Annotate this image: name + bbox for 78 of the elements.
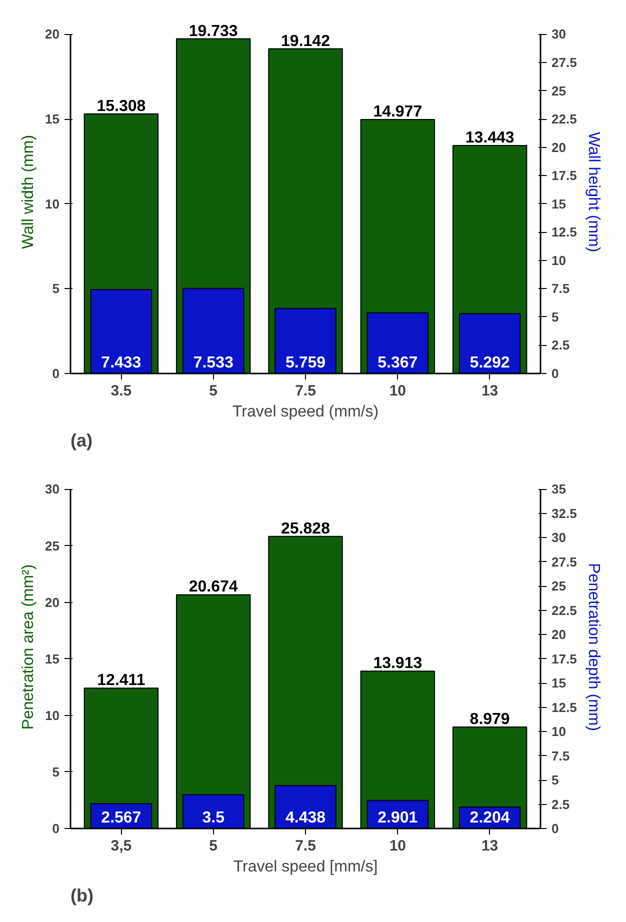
y-tick-label: 5 (52, 281, 60, 296)
y2-tick-label: 7.5 (552, 281, 570, 296)
y2-tick-label: 17.5 (552, 651, 577, 666)
x-axis-title: Travel speed (mm/s) (232, 404, 379, 420)
y2-tick-label: 12.5 (552, 700, 577, 715)
x-tick-label: 7.5 (295, 382, 316, 400)
data-label: 5.292 (470, 354, 510, 372)
y2-axis-title: Penetration depth (mm) (584, 562, 602, 732)
data-label: 14.977 (373, 103, 422, 120)
y2-tick-label: 2.5 (552, 796, 570, 812)
text: (a) (70, 430, 93, 450)
data-label: 12.411 (97, 672, 146, 690)
y-tick-label: 5 (52, 764, 60, 780)
y2-tick-label: 5 (552, 772, 559, 788)
text: (b) (70, 886, 94, 906)
y-tick-label: 10 (45, 196, 60, 212)
y-axis-title: Wall width (mm) (20, 134, 38, 250)
y2-tick-label: 10 (552, 252, 566, 268)
x-tick-label: 10 (389, 838, 406, 854)
y2-tick-label: 2.5 (552, 338, 570, 353)
y-tick-label: 30 (45, 482, 60, 497)
y-axis-title: Penetration area (mm²) (20, 564, 38, 730)
y-tick-label: 15 (45, 651, 60, 666)
x-tick-label: 5 (209, 382, 218, 400)
y2-tick-label: 35 (552, 482, 566, 497)
y2-tick-label: 27.5 (552, 554, 577, 570)
data-label: 8.979 (470, 710, 510, 728)
x-tick-label: 10 (389, 382, 406, 400)
data-label: 2.204 (470, 810, 510, 826)
x-tick-label: 13 (481, 838, 498, 854)
data-label: 3.5 (202, 810, 225, 826)
y2-tick-label: 15 (552, 196, 566, 212)
data-label: 7.533 (193, 354, 234, 372)
y2-tick-label: 5 (552, 309, 559, 324)
y-tick-label: 20 (45, 594, 60, 610)
y2-tick-label: 0 (552, 366, 559, 381)
x-tick-label: 3.5 (110, 382, 132, 400)
y2-tick-label: 17.5 (552, 168, 577, 184)
y2-tick-label: 22.5 (552, 602, 577, 618)
y-tick-label: 15 (45, 112, 60, 127)
y2-tick-label: 30 (552, 530, 566, 546)
data-label: 19.733 (188, 22, 238, 40)
data-label: 20.674 (188, 578, 238, 596)
y-tick-label: 20 (45, 26, 60, 42)
data-label: 5.367 (378, 354, 418, 372)
data-label: 15.308 (96, 98, 146, 115)
data-label: 19.142 (281, 32, 330, 50)
x-tick-label: 3,5 (110, 838, 132, 854)
data-label: 5.759 (285, 354, 326, 372)
data-label: 7.433 (101, 354, 142, 372)
y-tick-label: 10 (45, 708, 60, 723)
y2-tick-label: 25 (552, 83, 566, 98)
data-label: 13.913 (373, 655, 422, 672)
x-tick-label: 7.5 (295, 838, 316, 854)
y-tick-label: 25 (45, 538, 60, 554)
x-tick-label: 5 (209, 838, 218, 854)
y2-tick-label: 22.5 (552, 112, 577, 127)
y2-tick-label: 7.5 (552, 748, 570, 764)
y2-tick-label: 25 (552, 578, 566, 594)
y2-tick-label: 20 (552, 140, 566, 155)
y2-tick-label: 32.5 (552, 506, 577, 521)
data-label: 2.901 (378, 810, 418, 826)
data-label: 2.567 (101, 810, 142, 826)
y2-tick-label: 15 (552, 676, 566, 691)
y2-tick-label: 30 (552, 26, 566, 42)
data-label: 13.443 (465, 129, 514, 146)
x-axis-title: Travel speed [mm/s] (233, 858, 378, 876)
y2-tick-label: 20 (552, 627, 566, 642)
y2-tick-label: 0 (552, 821, 559, 836)
y-tick-label: 0 (52, 821, 60, 836)
data-label: 25.828 (281, 520, 330, 538)
y-tick-label: 0 (52, 366, 60, 381)
data-label: 4.438 (285, 810, 326, 826)
x-tick-label: 13 (481, 382, 498, 400)
y2-tick-label: 27.5 (552, 55, 577, 70)
y2-axis-title: Wall height (mm) (584, 132, 602, 252)
y2-tick-label: 12.5 (552, 224, 577, 240)
y2-tick-label: 10 (552, 724, 566, 740)
